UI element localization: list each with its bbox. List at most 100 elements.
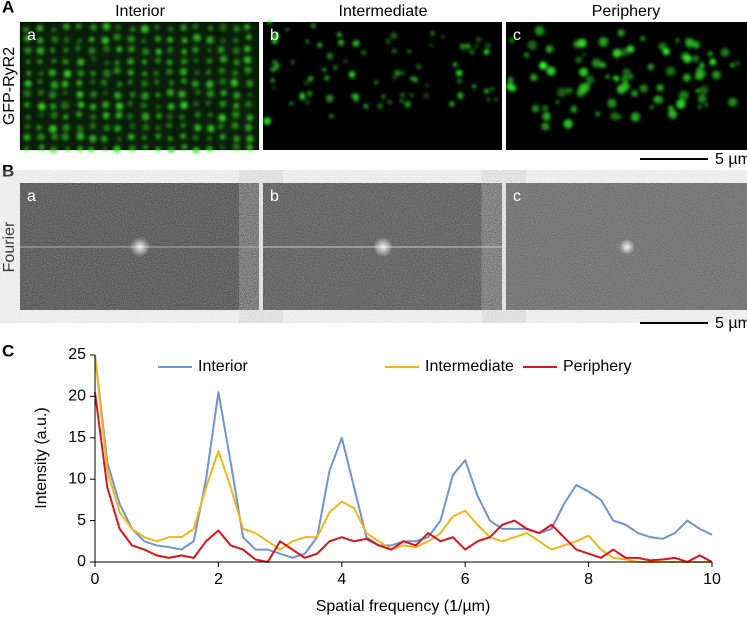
- spot: [352, 39, 360, 47]
- spot: [685, 38, 695, 48]
- spot: [303, 80, 310, 86]
- spot: [410, 76, 414, 80]
- spot: [270, 66, 276, 72]
- image-spot: [130, 237, 150, 257]
- spot: [576, 88, 585, 98]
- spot: [392, 76, 396, 80]
- spot: [631, 90, 638, 97]
- spot: [475, 36, 482, 43]
- column-title: Periphery: [592, 3, 660, 20]
- y-axis-title: Intensity (a.u.): [33, 407, 50, 508]
- spot: [322, 67, 327, 72]
- x-tick-label: 0: [91, 571, 100, 588]
- spot: [582, 53, 586, 57]
- spot: [338, 39, 345, 46]
- panel-label: A: [2, 0, 14, 16]
- x-axis-title: Spatial frequency (1/µm): [316, 598, 491, 615]
- spot: [675, 38, 680, 43]
- spot: [404, 101, 411, 108]
- glow: [20, 22, 259, 150]
- spot: [304, 99, 310, 105]
- spot: [333, 65, 338, 70]
- spot: [285, 27, 290, 32]
- spot: [473, 44, 478, 49]
- row-label: GFP-RyR2: [1, 47, 18, 125]
- spot: [582, 82, 591, 91]
- series-line: [94, 354, 712, 563]
- spot: [336, 32, 342, 38]
- spot: [699, 85, 709, 95]
- spot: [441, 34, 445, 39]
- x-tick-label: 4: [337, 571, 346, 588]
- spot: [630, 112, 641, 122]
- image-label: c: [513, 27, 521, 44]
- image-spot: [373, 237, 393, 257]
- spot: [605, 74, 610, 79]
- x-tick-label: 8: [584, 571, 593, 588]
- spot: [429, 43, 434, 48]
- spot: [696, 67, 700, 72]
- spot: [683, 54, 692, 63]
- spot: [620, 48, 629, 57]
- y-tick-label: 25: [68, 346, 86, 363]
- spot: [387, 100, 392, 104]
- spot: [694, 71, 704, 81]
- spot: [539, 61, 548, 70]
- spot: [310, 23, 316, 29]
- spot: [656, 84, 664, 92]
- spot: [542, 111, 551, 121]
- spot: [326, 52, 334, 60]
- y-tick-label: 20: [68, 388, 86, 405]
- spot: [377, 103, 384, 109]
- image-spot: [619, 239, 635, 255]
- spot: [523, 52, 530, 58]
- spot: [545, 45, 554, 53]
- spot: [668, 105, 674, 111]
- spot: [490, 87, 494, 91]
- spot: [665, 66, 676, 76]
- spot: [456, 69, 463, 77]
- spot: [484, 88, 490, 94]
- spot: [595, 111, 601, 117]
- spot: [317, 42, 323, 48]
- spot: [308, 76, 314, 82]
- spot: [649, 105, 654, 109]
- spot: [273, 32, 280, 40]
- spot: [591, 58, 602, 68]
- spot: [709, 58, 717, 66]
- spot: [585, 75, 595, 84]
- spot: [599, 62, 606, 69]
- spot: [541, 122, 550, 131]
- spot: [457, 91, 464, 99]
- image-label: b: [270, 27, 279, 44]
- spot: [270, 78, 275, 83]
- spot: [555, 100, 560, 104]
- spot: [385, 38, 391, 45]
- spot: [271, 37, 278, 44]
- spot: [658, 42, 667, 51]
- spot: [289, 101, 294, 106]
- spot: [483, 49, 490, 55]
- spot: [720, 48, 730, 57]
- spot: [509, 37, 515, 44]
- spot: [272, 86, 276, 90]
- micrographs: [20, 19, 747, 154]
- spot: [484, 42, 491, 49]
- series-line: [94, 392, 713, 563]
- spot: [579, 67, 589, 77]
- panel-label: B: [2, 161, 14, 180]
- spot: [329, 114, 334, 119]
- panel-label: C: [2, 341, 14, 360]
- spot: [452, 62, 458, 67]
- scale-label: 5 µm: [715, 151, 747, 168]
- spot: [354, 97, 359, 102]
- image: [263, 22, 502, 150]
- spot: [531, 104, 540, 113]
- spot: [616, 84, 626, 94]
- spot: [299, 93, 306, 100]
- spot: [695, 88, 700, 94]
- spot: [570, 105, 578, 113]
- spot: [394, 70, 401, 77]
- spot: [456, 78, 463, 84]
